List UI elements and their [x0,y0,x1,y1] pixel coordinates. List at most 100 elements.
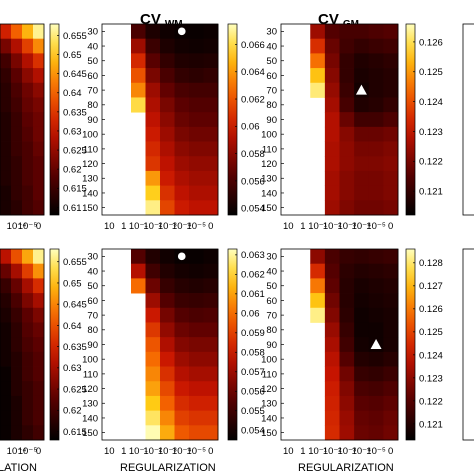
heatmap-cell [354,293,370,309]
heatmap-cell [339,381,355,397]
heatmap-cell [0,53,12,69]
heatmap-cell [324,200,340,216]
y-tick-label: 100 [261,355,277,366]
heatmap-cell [354,53,370,69]
heatmap-cell [339,170,355,187]
heatmap-cell [189,322,204,338]
y-tick-label: 140 [82,188,98,199]
heatmap-cell [160,381,175,397]
heatmap-cell [354,278,370,294]
heatmap-cell [22,293,34,309]
y-tick-label: 50 [266,281,277,292]
colorbar-tick-label: 0.615 [63,427,87,438]
x-tick-label: 10⁻¹ [129,221,148,232]
cropped-panel-edge [462,23,474,216]
heatmap-cell [174,381,190,397]
heatmap-cell [160,293,175,309]
heatmap-cell [354,68,370,84]
y-tick-label: 50 [87,56,98,67]
x-axis-label-wm: REGULARIZATION [120,462,216,474]
heatmap-cell [368,351,384,367]
x-tick-label: 10⁻³ [337,446,356,457]
colorbar-tick-label: 0.062 [241,270,265,281]
heatmap-cell [131,82,146,98]
heatmap-cell [310,24,326,40]
heatmap-cell [145,200,161,216]
x-tick-label: 0 [36,221,41,232]
heatmap-cell [203,322,219,338]
heatmap-cell [11,126,23,142]
heatmap-cell [383,185,399,201]
heatmap-cell [11,293,23,309]
x-tick-label: 1 [300,221,305,232]
heatmap-cell [383,112,399,128]
heatmap-cell [354,170,370,187]
heatmap-cell [189,278,204,294]
heatmap-cell [131,263,146,279]
heatmap-cell [189,126,204,142]
y-tick-label: 80 [266,325,277,336]
heatmap-cell [324,141,340,157]
y-tick-label: 150 [261,428,277,439]
heatmap-cell [33,112,45,128]
x-tick-label: 1 [121,446,126,457]
heatmap-cell [145,53,161,69]
heatmap-cell [324,366,340,382]
heatmap-cell [11,200,23,216]
plot-frame [0,23,45,216]
heatmap-cell [324,170,340,187]
heatmap-cell [324,185,340,201]
heatmap-cell [174,170,190,187]
heatmap-cell [145,293,161,309]
y-tick-label: 130 [82,174,98,185]
heatmap-cell [145,337,161,353]
colorbar [49,248,60,441]
heatmap-cell [145,24,161,40]
y-tick-label: 30 [87,252,98,263]
heatmap-cell [174,200,190,216]
x-tick-label: 10⁻⁵ [18,221,38,232]
heatmap-cell [0,200,12,216]
heatmap-cell [131,249,146,265]
heatmap-cell [383,425,399,441]
heatmap-cell [145,126,161,142]
heatmap-cell [189,395,204,412]
heatmap-cell [160,97,175,113]
heatmap-cell [203,185,219,201]
heatmap-cell [174,126,190,142]
heatmap-cell [383,263,399,279]
colorbar-tick-label: 0.63 [63,363,82,374]
heatmap-cell [160,68,175,84]
heatmap-cell [0,322,12,338]
heatmap-cell [11,38,23,54]
heatmap-cell [33,82,45,98]
heatmap-cell [339,351,355,367]
heatmap-cell [383,97,399,113]
x-tick-label: 10⁻⁴ [172,446,192,457]
heatmap-cell [324,24,340,40]
y-tick-label: 150 [261,203,277,214]
heatmap-cell [174,156,190,172]
heatmap-cell [160,410,175,426]
heatmap-cell [368,200,384,216]
heatmap-cell [368,53,384,69]
heatmap-cell [33,351,45,367]
heatmap-cell [33,425,45,441]
y-tick-label: 80 [87,100,98,111]
heatmap-cell [339,38,355,54]
colorbar-tick-label: 0.064 [241,67,265,78]
heatmap-cell [22,24,34,40]
heatmap-cell [339,82,355,98]
heatmap-cell [368,322,384,338]
heatmap-cell [0,307,12,323]
heatmap-cell [339,24,355,40]
heatmap-cell [22,395,34,412]
heatmap-cell [354,425,370,441]
heatmap-cell [33,263,45,279]
heatmap-cell [0,97,12,113]
heatmap-cell [310,68,326,84]
y-tick-label: 110 [83,369,98,380]
colorbar-tick-label: 0.127 [419,281,443,292]
heatmap-cell [11,263,23,279]
heatmap-cell [174,97,190,113]
